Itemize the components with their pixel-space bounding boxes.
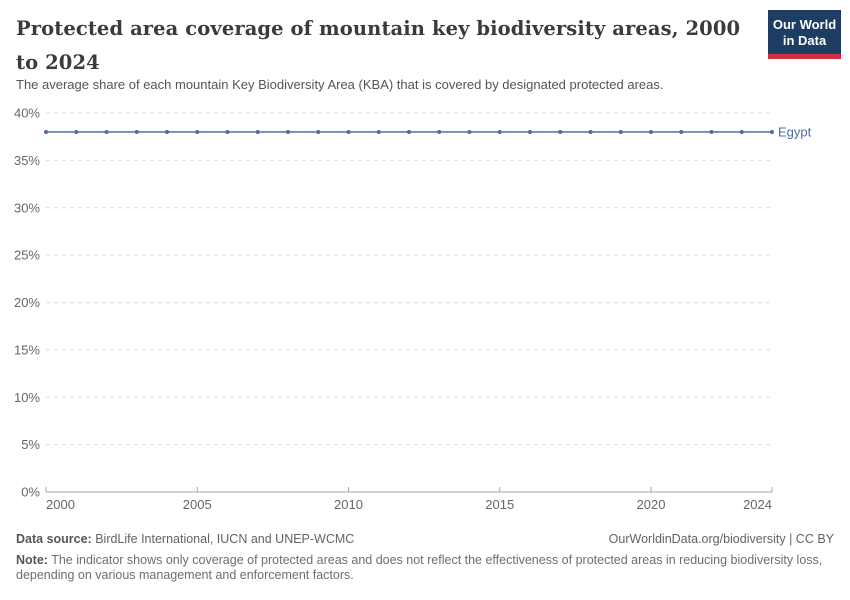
y-tick-label: 0% (21, 485, 40, 500)
data-point[interactable] (709, 129, 714, 134)
data-point[interactable] (649, 129, 653, 134)
data-point[interactable] (44, 129, 48, 134)
chart-footer: Data source: BirdLife International, IUC… (16, 532, 834, 584)
data-point[interactable] (528, 129, 532, 134)
x-tick-label: 2024 (743, 497, 772, 512)
x-tick-label: 2000 (46, 497, 75, 512)
y-tick-label: 5% (21, 437, 40, 452)
series-label-egypt[interactable]: Egypt (778, 124, 812, 139)
y-tick-label: 30% (14, 200, 40, 215)
x-tick-label: 2015 (485, 497, 514, 512)
y-tick-label: 15% (14, 342, 40, 357)
data-point[interactable] (316, 129, 321, 134)
data-point[interactable] (225, 129, 230, 134)
y-tick-label: 20% (14, 295, 40, 310)
data-source-value: BirdLife International, IUCN and UNEP-WC… (91, 532, 355, 546)
data-point[interactable] (134, 129, 139, 134)
data-point[interactable] (104, 129, 109, 134)
data-source-label: Data source: (16, 532, 92, 546)
chart-title: Protected area coverage of mountain key … (16, 17, 741, 74)
y-tick-label: 40% (14, 106, 40, 121)
data-point[interactable] (407, 129, 411, 134)
note-value: The indicator shows only coverage of pro… (16, 553, 823, 583)
data-point[interactable] (558, 129, 563, 134)
chart-subtitle: The average share of each mountain Key B… (16, 77, 664, 92)
data-point[interactable] (618, 129, 623, 134)
owid-logo: Our World in Data (768, 10, 841, 59)
data-point[interactable] (739, 129, 744, 134)
y-tick-label: 25% (14, 248, 40, 263)
data-point[interactable] (74, 129, 79, 134)
data-point[interactable] (255, 129, 260, 134)
y-tick-label: 35% (14, 153, 40, 168)
line-chart: 0% 5% 10% 15% 20% 25% 30% 35% 40% 2000 2005 2010 201… (14, 106, 812, 513)
x-tick-label: 2010 (334, 497, 363, 512)
data-point[interactable] (376, 129, 381, 134)
owid-logo-line1: Our World (772, 17, 837, 32)
data-point[interactable] (286, 129, 290, 134)
data-point[interactable] (346, 129, 351, 134)
data-source: Data source: BirdLife International, IUC… (16, 532, 354, 546)
y-tick-label: 10% (14, 390, 40, 405)
data-point[interactable] (770, 129, 774, 134)
x-tick-label: 2005 (183, 497, 212, 512)
data-point[interactable] (195, 129, 200, 134)
note-label: Note: (16, 553, 48, 567)
data-point[interactable] (497, 129, 502, 134)
credit-link[interactable]: OurWorldinData.org/biodiversity | CC BY (608, 532, 834, 546)
data-point[interactable] (679, 129, 684, 134)
data-point[interactable] (437, 129, 442, 134)
data-point[interactable] (165, 129, 169, 134)
data-point[interactable] (588, 129, 593, 134)
chart-note: Note: The indicator shows only coverage … (16, 553, 834, 584)
owid-logo-line2: in Data (782, 32, 827, 48)
x-tick-label: 2020 (637, 497, 666, 512)
data-point[interactable] (467, 129, 472, 134)
